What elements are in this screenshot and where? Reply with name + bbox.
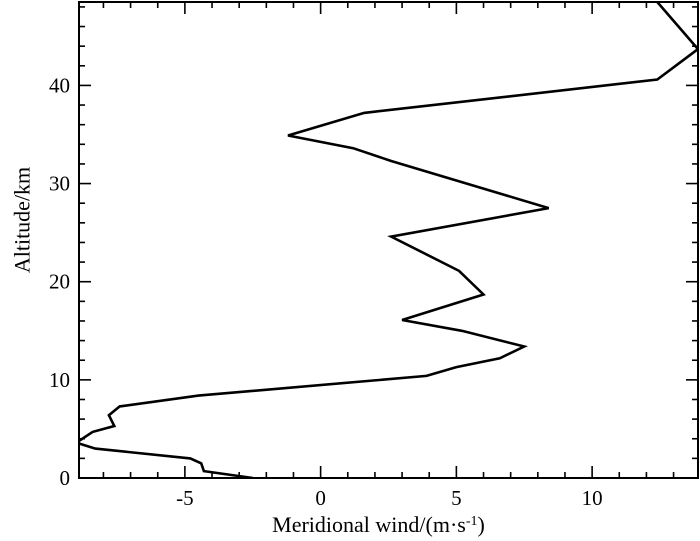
- x-tick-label: -5: [176, 486, 194, 510]
- x-axis-title-main: Meridional wind/(m·s: [272, 512, 466, 537]
- y-axis-title: Altitude/km: [10, 167, 35, 273]
- plot-layer: [79, 2, 698, 478]
- y-tick-label: 10: [49, 368, 70, 392]
- x-tick-label: 5: [451, 486, 462, 510]
- y-tick-label: 30: [49, 172, 70, 196]
- wind-profile-line-0: [79, 2, 698, 478]
- y-tick-label: 0: [60, 466, 71, 490]
- x-tick-label: 10: [582, 486, 603, 510]
- y-tick-label: 20: [49, 270, 70, 294]
- x-axis-title: Meridional wind/(m·s-1): [272, 512, 485, 537]
- plot-frame: [78, 1, 699, 479]
- x-axis-title-sup: -1: [466, 514, 478, 529]
- x-tick-label: 0: [315, 486, 326, 510]
- tick-layer: -5 0 5 10 0 10 20 30 40: [49, 2, 698, 510]
- y-tick-label: 40: [49, 73, 70, 97]
- x-axis-title-suffix: ): [478, 512, 485, 537]
